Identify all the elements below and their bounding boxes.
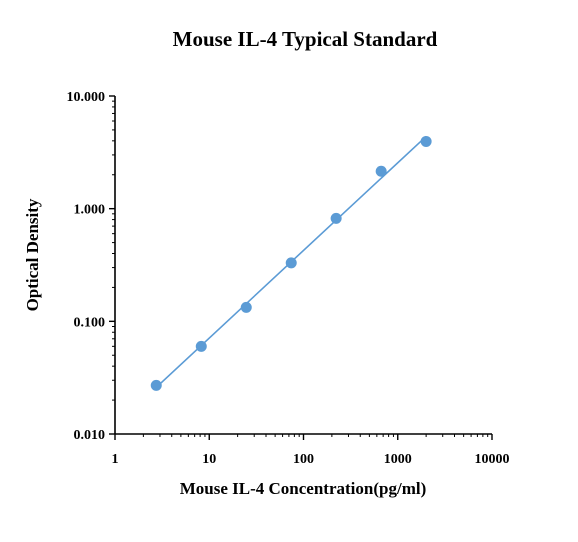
data-point	[240, 301, 252, 313]
x-tick-label: 1	[112, 452, 119, 467]
x-axis-label: Mouse IL-4 Concentration(pg/ml)	[180, 479, 426, 498]
data-layer	[150, 135, 432, 391]
x-tick-label: 10000	[475, 452, 510, 467]
x-tick-label: 100	[293, 452, 314, 467]
y-tick-label: 0.100	[74, 315, 106, 330]
y-tick-label: 0.010	[74, 428, 106, 443]
data-point	[375, 165, 387, 177]
x-tick-label: 1000	[384, 452, 412, 467]
x-tick-label: 10	[202, 452, 216, 467]
y-axis-label: Optical Density	[23, 198, 42, 311]
y-tick-label: 10.000	[67, 90, 106, 105]
data-point	[330, 212, 342, 224]
chart-title: Mouse IL-4 Typical Standard	[173, 27, 438, 51]
data-point	[285, 257, 297, 269]
y-tick-label: 1.000	[74, 203, 106, 218]
data-point	[150, 379, 162, 391]
axes: 1 10 100 1000 10000 0.010 0.100 1.000 10.000	[67, 90, 510, 467]
data-point	[195, 340, 207, 352]
data-point	[420, 135, 432, 147]
